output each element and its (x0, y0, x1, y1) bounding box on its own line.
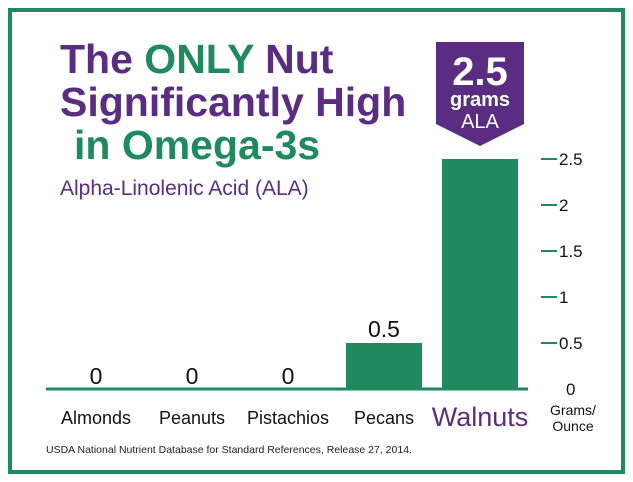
y-tick-label-0: 0 (566, 380, 575, 399)
category-label-pistachios: Pistachios (247, 408, 329, 428)
y-tick-label-3: 1.5 (559, 242, 583, 261)
y-axis-label-line1: Grams/ (550, 402, 596, 418)
y-axis-label-line2: Ounce (552, 418, 593, 434)
value-label-peanuts: 0 (186, 363, 199, 389)
bar-walnuts (442, 159, 518, 389)
chart-subtitle: Alpha-Linolenic Acid (ALA) (60, 177, 309, 200)
title-line-1: The ONLY Nut (60, 38, 406, 81)
value-label-pecans: 0.5 (368, 316, 400, 342)
value-label-almonds: 0 (90, 363, 103, 389)
title-pre: The (60, 36, 145, 82)
callout-value: 2.5 (452, 50, 508, 94)
y-tick-label-5: 2.5 (559, 150, 583, 169)
value-label-pistachios: 0 (282, 363, 295, 389)
bar-pecans (346, 343, 422, 389)
title-line-2: Significantly High (60, 79, 407, 125)
title-highlight: ONLY (144, 36, 254, 82)
source-note: USDA National Nutrient Database for Stan… (46, 444, 412, 456)
chart-title: The ONLY Nut Significantly High in Omega… (60, 38, 406, 167)
category-label-almonds: Almonds (61, 408, 131, 428)
category-label-peanuts: Peanuts (159, 408, 225, 428)
title-line-3: in Omega-3s (74, 122, 321, 168)
y-tick-label-1: 0.5 (559, 334, 583, 353)
y-tick-label-4: 2 (559, 196, 568, 215)
y-tick-label-2: 1 (559, 288, 568, 307)
category-label-walnuts: Walnuts (432, 402, 529, 432)
category-label-pecans: Pecans (354, 408, 414, 428)
callout-unit: grams (450, 89, 510, 111)
title-post: Nut (253, 36, 334, 82)
callout-label: ALA (461, 111, 499, 133)
callout-banner (436, 42, 524, 146)
